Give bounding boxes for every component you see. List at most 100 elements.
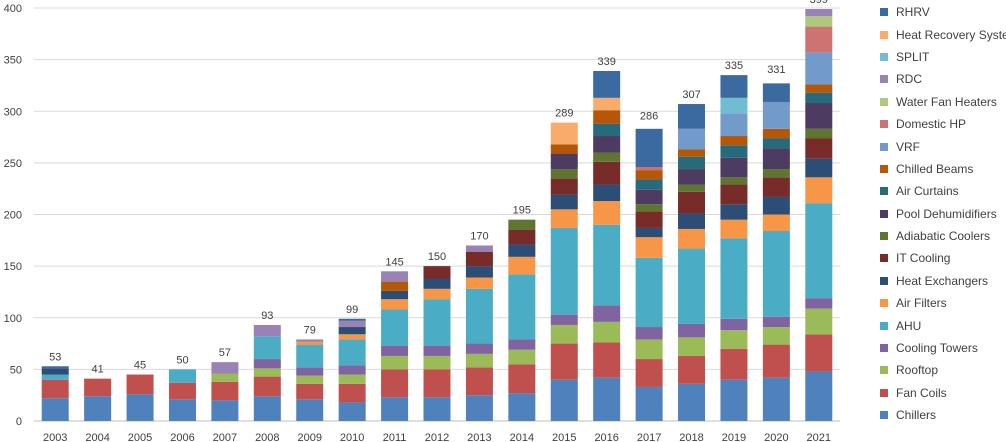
bar-segment bbox=[550, 343, 578, 380]
bar-segment bbox=[423, 355, 451, 370]
x-tick-label: 2012 bbox=[425, 432, 449, 442]
bar-segment bbox=[296, 375, 324, 384]
bar-segment bbox=[550, 153, 578, 170]
x-tick-label: 2013 bbox=[467, 432, 491, 442]
y-tick-label: 100 bbox=[4, 313, 22, 325]
bar-segment bbox=[423, 266, 451, 279]
legend-label: AHU bbox=[896, 318, 922, 333]
legend-item: Air Filters bbox=[880, 292, 1006, 314]
legend-item: Adiabatic Coolers bbox=[880, 225, 1006, 247]
bar-segment bbox=[762, 231, 790, 317]
legend-item: Water Fan Heaters bbox=[880, 91, 1006, 113]
bar-segment bbox=[296, 339, 324, 342]
bar-segment bbox=[381, 271, 409, 282]
bar-segment bbox=[126, 374, 154, 395]
legend: RHRV Heat Recovery Systems SPLIT RDC Water F… bbox=[880, 1, 1006, 426]
legend-label: Chillers bbox=[896, 408, 937, 423]
x-tick-label: 2006 bbox=[170, 432, 194, 442]
total-label: 99 bbox=[346, 304, 358, 316]
bar-segment bbox=[678, 169, 706, 185]
bar-segment bbox=[805, 138, 833, 159]
bar-segment bbox=[593, 224, 621, 306]
bar-segment bbox=[678, 191, 706, 214]
bar-segment bbox=[678, 337, 706, 356]
legend-swatch bbox=[880, 75, 888, 84]
bar-segment bbox=[338, 327, 366, 335]
legend-item: IT Cooling bbox=[880, 247, 1006, 269]
bar-segment bbox=[805, 158, 833, 178]
bar-segment bbox=[593, 97, 621, 111]
legend-swatch bbox=[880, 232, 888, 241]
bar-segment bbox=[338, 374, 366, 384]
total-label: 41 bbox=[92, 364, 104, 376]
legend-swatch bbox=[880, 344, 888, 353]
bar-segment bbox=[593, 201, 621, 225]
total-label: 145 bbox=[385, 256, 403, 268]
bar-segment bbox=[805, 92, 833, 103]
bar-segment bbox=[84, 396, 112, 421]
legend-item: Heat Recovery Systems bbox=[880, 23, 1006, 45]
bar-segment bbox=[678, 156, 706, 170]
bar-segment bbox=[762, 101, 790, 129]
x-tick-label: 2008 bbox=[255, 432, 279, 442]
legend-item: Pool Dehumidifiers bbox=[880, 203, 1006, 225]
x-tick-label: 2009 bbox=[297, 432, 321, 442]
bar-segment bbox=[805, 334, 833, 372]
bar-segment bbox=[593, 123, 621, 137]
legend-item: RHRV bbox=[880, 1, 1006, 23]
bar-segment bbox=[550, 324, 578, 344]
bar-segment bbox=[423, 278, 451, 289]
bar-segment bbox=[465, 245, 493, 252]
bar-segment bbox=[508, 219, 536, 230]
bar-segment bbox=[338, 339, 366, 366]
x-tick-label: 2020 bbox=[764, 432, 788, 442]
bar-segment bbox=[720, 113, 748, 137]
bar-segment bbox=[720, 219, 748, 239]
x-tick-label: 2019 bbox=[722, 432, 746, 442]
bar-segment bbox=[41, 368, 69, 375]
total-label: 399 bbox=[810, 0, 828, 6]
bar-segment bbox=[805, 84, 833, 93]
bar-segment bbox=[635, 211, 663, 228]
legend-label: Heat Recovery Systems bbox=[896, 27, 1006, 42]
total-labels: 53 41 45 50 57 93 79 99 145 150 170 195 289 339 286 307… bbox=[49, 0, 828, 376]
bar-segment bbox=[635, 167, 663, 171]
bar-segment bbox=[508, 256, 536, 275]
total-label: 289 bbox=[555, 108, 573, 120]
legend-swatch bbox=[880, 209, 888, 218]
bar-segment bbox=[550, 178, 578, 195]
bar-segment bbox=[508, 339, 536, 350]
bar-segment bbox=[678, 323, 706, 338]
bar-segment bbox=[720, 379, 748, 421]
bar-segment bbox=[635, 227, 663, 238]
bar-segment bbox=[762, 344, 790, 378]
bar-segment bbox=[635, 237, 663, 258]
bar-segment bbox=[635, 170, 663, 180]
bar-segment bbox=[678, 104, 706, 129]
bar-segment bbox=[41, 366, 69, 369]
bar-segment bbox=[720, 204, 748, 220]
legend-item: VRF bbox=[880, 135, 1006, 157]
legend-swatch bbox=[880, 97, 888, 106]
legend-swatch bbox=[880, 254, 888, 263]
bar-segment bbox=[678, 248, 706, 324]
bar-segment bbox=[168, 382, 196, 400]
legend-swatch bbox=[880, 30, 888, 39]
x-tick-label: 2018 bbox=[679, 432, 703, 442]
x-tick-label: 2015 bbox=[552, 432, 576, 442]
bar-segment bbox=[296, 367, 324, 376]
bar-segment bbox=[635, 189, 663, 205]
y-tick-label: 150 bbox=[4, 261, 22, 273]
bar-segment bbox=[762, 169, 790, 178]
bar-segment bbox=[211, 381, 239, 401]
bar-segment bbox=[423, 397, 451, 421]
bar-segment bbox=[338, 320, 366, 328]
bar-segment bbox=[720, 145, 748, 158]
bar-segment bbox=[508, 274, 536, 340]
bar-segment bbox=[211, 362, 239, 374]
bar-segment bbox=[635, 359, 663, 387]
bar-segment bbox=[678, 355, 706, 384]
bar-segment bbox=[465, 367, 493, 396]
bar-segment bbox=[508, 364, 536, 394]
total-label: 195 bbox=[513, 205, 531, 217]
